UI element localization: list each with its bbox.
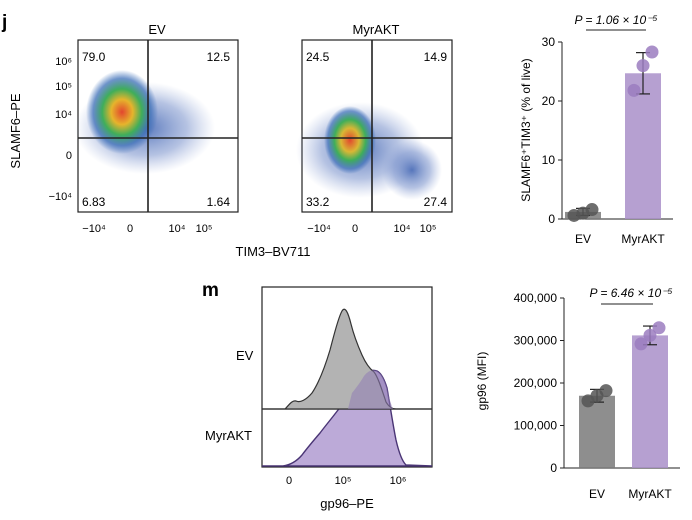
y-tick-label: 0 bbox=[66, 150, 72, 162]
flow-plot-title: MyrAKT bbox=[353, 22, 400, 37]
quadrant-top-right: 12.5 bbox=[207, 50, 231, 64]
histogram-row-label-myrakt: MyrAKT bbox=[205, 428, 252, 443]
data-point bbox=[652, 321, 666, 335]
flow-x-axis-label: TIM3–BV711 bbox=[236, 244, 311, 259]
y-tick-label: 20 bbox=[542, 94, 556, 108]
y-tick-label: 30 bbox=[542, 35, 556, 49]
y-tick-label: 400,000 bbox=[514, 291, 558, 305]
category-label: EV bbox=[589, 487, 605, 501]
quadrant-bottom-right: 1.64 bbox=[207, 195, 231, 209]
bar-myrakt bbox=[625, 73, 661, 220]
bar-y-axis-label: SLAMF6⁺TIM3⁺ (% of live) bbox=[519, 58, 533, 201]
histogram-plot: EV MyrAKT 0 10⁵ 10⁶ gp96–PE bbox=[205, 286, 433, 511]
histogram-frame bbox=[261, 286, 433, 468]
x-tick-label: 0 bbox=[127, 223, 133, 235]
histogram-row-label-ev: EV bbox=[236, 348, 254, 363]
x-tick-label: 0 bbox=[286, 475, 292, 487]
quadrant-bottom-left: 33.2 bbox=[306, 195, 330, 209]
category-label: MyrAKT bbox=[628, 487, 672, 501]
y-tick-label: 10⁶ bbox=[55, 56, 72, 68]
x-tick-label: 0 bbox=[352, 223, 358, 235]
flow-x-ticks: −10⁴ 0 10⁴ 10⁵ bbox=[82, 223, 212, 235]
histogram-x-axis-label: gp96–PE bbox=[320, 496, 374, 511]
quadrant-top-right: 14.9 bbox=[424, 50, 448, 64]
y-tick-label: 10 bbox=[542, 153, 556, 167]
flow-plot-frame bbox=[301, 39, 453, 213]
bar-chart-gp96: gp96 (MFI) P = 6.46 × 10⁻⁵ 0 100,000 200,0… bbox=[475, 286, 680, 501]
x-tick-label: 10⁶ bbox=[390, 475, 407, 487]
flow-plot-ev: EV 79.0 12.5 6.83 1.64 10⁶ 10⁵ 10⁴ 0 −10… bbox=[49, 22, 239, 235]
y-tick-label: 100,000 bbox=[514, 419, 558, 433]
flow-plot-title: EV bbox=[148, 22, 166, 37]
category-label: EV bbox=[575, 232, 591, 246]
data-point bbox=[627, 83, 641, 97]
quadrant-bottom-left: 6.83 bbox=[82, 195, 106, 209]
pvalue-label: P = 6.46 × 10⁻⁵ bbox=[590, 286, 673, 300]
panel-label-j: j bbox=[1, 12, 7, 33]
quadrant-bottom-right: 27.4 bbox=[424, 195, 448, 209]
bar-y-axis-label: gp96 (MFI) bbox=[475, 352, 489, 411]
event-cloud-blue bbox=[382, 140, 442, 200]
data-point bbox=[643, 328, 657, 342]
flow-plot-myrakt: MyrAKT 24.5 14.9 33.2 27.4 −10⁴ 0 10⁴ 10… bbox=[296, 22, 453, 235]
data-point bbox=[585, 203, 599, 217]
histogram-myrakt-overlay bbox=[348, 370, 393, 409]
x-tick-label: −10⁴ bbox=[307, 223, 331, 235]
y-tick-label: 10⁴ bbox=[55, 109, 72, 121]
histogram-ev bbox=[262, 308, 432, 410]
bar-ev bbox=[579, 395, 615, 468]
flow-x-ticks: −10⁴ 0 10⁴ 10⁵ bbox=[307, 223, 436, 235]
x-tick-label: 10⁵ bbox=[196, 223, 213, 235]
y-tick-label: 0 bbox=[548, 212, 555, 226]
category-label: MyrAKT bbox=[621, 232, 665, 246]
event-cloud-dense bbox=[86, 70, 158, 154]
y-tick-label: 200,000 bbox=[514, 376, 558, 390]
data-point bbox=[634, 337, 648, 351]
quadrant-top-left: 24.5 bbox=[306, 50, 330, 64]
data-point bbox=[636, 59, 650, 73]
x-tick-label: 10⁴ bbox=[394, 223, 411, 235]
quadrant-top-left: 79.0 bbox=[82, 50, 106, 64]
x-tick-label: −10⁴ bbox=[82, 223, 106, 235]
bar-chart-slamf6-tim3: SLAMF6⁺TIM3⁺ (% of live) P = 1.06 × 10⁻⁵… bbox=[519, 13, 673, 246]
y-tick-label: 0 bbox=[550, 461, 557, 475]
x-tick-label: 10⁵ bbox=[420, 223, 437, 235]
x-tick-label: 10⁴ bbox=[169, 223, 186, 235]
pvalue-label: P = 1.06 × 10⁻⁵ bbox=[575, 13, 658, 27]
data-point bbox=[599, 384, 613, 398]
x-tick-label: 10⁵ bbox=[335, 475, 352, 487]
bar-myrakt bbox=[632, 335, 668, 468]
histogram-x-ticks: 0 10⁵ 10⁶ bbox=[286, 475, 406, 487]
y-tick-label: −10⁴ bbox=[49, 191, 73, 203]
panel-label-m: m bbox=[202, 280, 219, 301]
flow-y-axis-label: SLAMF6–PE bbox=[8, 93, 23, 168]
y-tick-label: 300,000 bbox=[514, 334, 558, 348]
y-tick-label: 10⁵ bbox=[55, 81, 72, 93]
event-cloud-dense bbox=[324, 106, 376, 174]
flow-y-ticks: 10⁶ 10⁵ 10⁴ 0 −10⁴ bbox=[49, 56, 73, 203]
data-point bbox=[645, 45, 659, 59]
